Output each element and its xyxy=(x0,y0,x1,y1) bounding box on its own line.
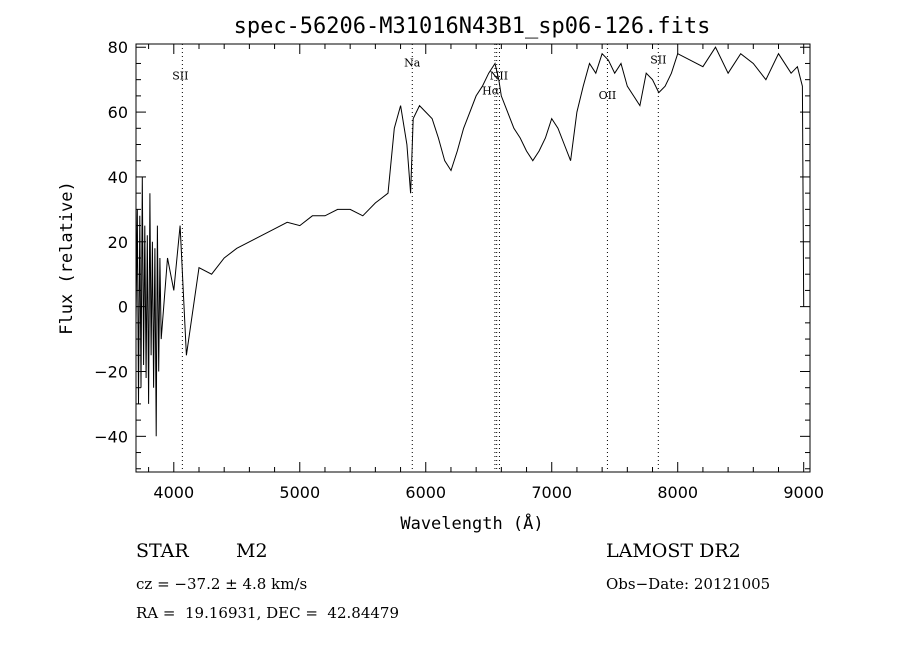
y-tick-label: 80 xyxy=(108,38,128,57)
x-axis-label: Wavelength (Å) xyxy=(400,512,543,534)
y-tick-label: 60 xyxy=(108,103,128,122)
y-tick-label: 20 xyxy=(108,233,128,252)
redshift-velocity: cz = −37.2 ± 4.8 km/s xyxy=(136,575,308,593)
x-tick-label: 7000 xyxy=(531,483,572,502)
spectral-line-label: Hα xyxy=(482,84,500,97)
survey-name: LAMOST DR2 xyxy=(606,540,741,562)
x-tick-label: 5000 xyxy=(279,483,320,502)
spectral-line-label: OII xyxy=(599,89,617,102)
y-axis-ticks: −40 −20 0 20 40 60 80 xyxy=(94,38,810,446)
plot-frame xyxy=(135,43,811,473)
y-tick-label: 0 xyxy=(118,298,128,317)
chart-title: spec-56206-M31016N43B1_sp06-126.fits xyxy=(234,14,711,39)
x-tick-label: 8000 xyxy=(657,483,698,502)
x-tick-label: 9000 xyxy=(783,483,824,502)
spectrum-series-line xyxy=(135,46,805,437)
spectral-line-label: SII xyxy=(650,53,666,66)
observation-date: Obs−Date: 20121005 xyxy=(606,575,771,593)
spectral-line-label: SII xyxy=(172,70,188,83)
minor-ticks xyxy=(136,44,810,472)
x-tick-label: 4000 xyxy=(153,483,194,502)
y-tick-label: −40 xyxy=(94,427,128,446)
spectral-line-label: Na xyxy=(404,57,421,70)
y-tick-label: −20 xyxy=(94,362,128,381)
spectral-line-label: NII xyxy=(490,70,508,83)
object-class: STAR xyxy=(136,540,189,562)
y-tick-label: 40 xyxy=(108,168,128,187)
object-subclass: M2 xyxy=(236,540,268,562)
x-axis-ticks: 4000 5000 6000 7000 8000 9000 xyxy=(153,44,824,502)
coordinates: RA = 19.16931, DEC = 42.84479 xyxy=(136,604,400,622)
x-tick-label: 6000 xyxy=(405,483,446,502)
y-axis-label: Flux (relative) xyxy=(57,181,77,335)
